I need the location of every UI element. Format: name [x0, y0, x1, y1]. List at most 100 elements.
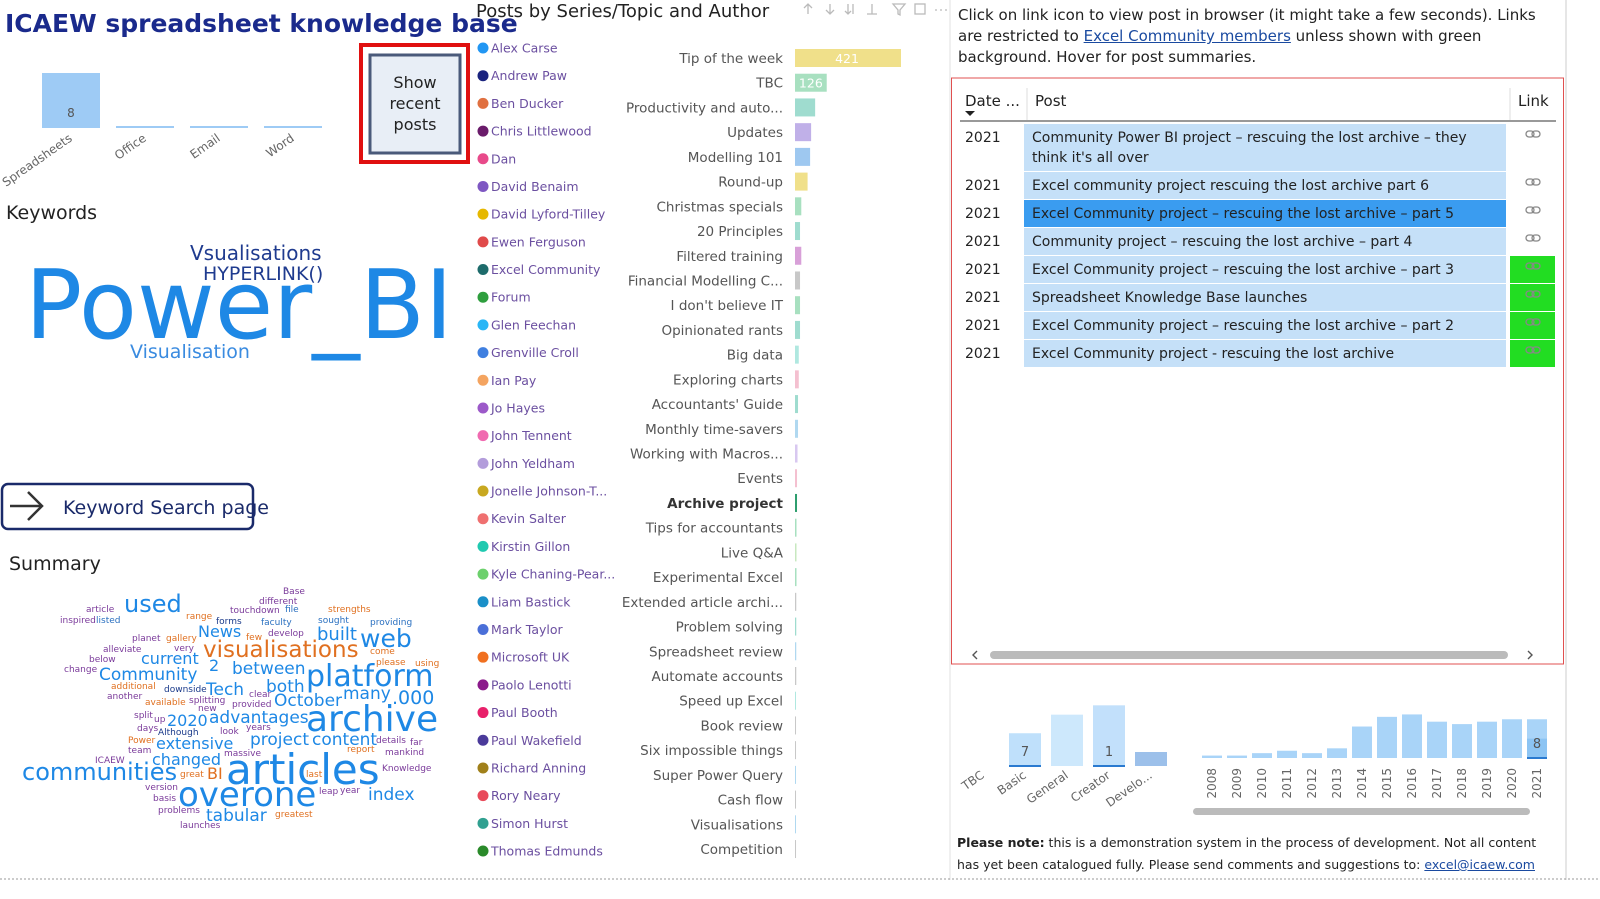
legend-label[interactable]: Thomas Edmunds	[490, 844, 603, 859]
post-cell[interactable]: Excel Community project – rescuing the l…	[1024, 256, 1506, 283]
table-row[interactable]: 2021 Spreadsheet Knowledge Base launches	[958, 284, 1558, 311]
column-header[interactable]: Link	[1518, 92, 1549, 110]
y-tick-label[interactable]: I don't believe IT	[671, 298, 784, 314]
bar[interactable]	[795, 296, 801, 315]
bar[interactable]	[795, 395, 799, 414]
scrollbar[interactable]	[1193, 808, 1530, 815]
legend-label[interactable]: Paul Wakefield	[491, 733, 582, 748]
y-tick-label[interactable]: Christmas specials	[657, 199, 784, 215]
legend-label[interactable]: Rory Neary	[491, 788, 561, 803]
bar[interactable]	[795, 840, 797, 859]
legend-label[interactable]: Jonelle Johnson-T...	[490, 484, 607, 499]
scrollbar[interactable]	[990, 651, 1508, 659]
bar[interactable]	[795, 49, 901, 67]
link-cell[interactable]	[1510, 284, 1555, 311]
bar[interactable]	[795, 222, 801, 241]
legend-label[interactable]: Paul Booth	[491, 705, 558, 720]
legend-label[interactable]: Ian Pay	[491, 373, 537, 388]
legend-label[interactable]: Glen Feechan	[491, 317, 576, 332]
link-icon[interactable]	[1524, 289, 1541, 299]
legend-label[interactable]: Liam Bastick	[491, 594, 571, 609]
bar[interactable]	[795, 73, 827, 92]
y-tick-label[interactable]: TBC	[755, 76, 783, 92]
legend-label[interactable]: Chris Littlewood	[491, 124, 592, 139]
y-tick-label[interactable]: Six impossible things	[640, 743, 783, 759]
y-tick-label[interactable]: Archive project	[667, 496, 783, 512]
link-cell[interactable]	[1510, 340, 1555, 367]
keyword-search-label[interactable]: Keyword Search page	[63, 497, 269, 519]
y-tick-label[interactable]: Updates	[727, 125, 783, 141]
legend-label[interactable]: David Benaim	[491, 179, 579, 194]
y-tick-label[interactable]: Experimental Excel	[653, 570, 783, 586]
link-cell[interactable]	[1510, 200, 1555, 227]
y-tick-label[interactable]: Competition	[700, 842, 783, 858]
bar[interactable]	[795, 592, 797, 611]
post-cell[interactable]: Excel community project rescuing the los…	[1024, 172, 1506, 199]
bar[interactable]	[795, 444, 798, 463]
bar[interactable]	[795, 642, 797, 661]
y-tick-label[interactable]: Modelling 101	[688, 150, 783, 166]
post-cell[interactable]: Excel Community project – rescuing the l…	[1024, 200, 1506, 227]
table-row[interactable]: 2021 Community Power BI project – rescuin…	[958, 124, 1558, 171]
legend-label[interactable]: David Lyford-Tilley	[491, 207, 606, 222]
scroll-left[interactable]	[972, 650, 978, 660]
bar[interactable]	[795, 123, 812, 142]
legend-label[interactable]: Andrew Paw	[491, 68, 567, 83]
bar[interactable]	[795, 518, 797, 537]
table-row[interactable]: 2021 Excel Community project – rescuing t…	[958, 200, 1558, 227]
keyword-search-button[interactable]	[0, 482, 255, 531]
legend-label[interactable]: Paolo Lenotti	[491, 677, 572, 692]
y-tick-label[interactable]: Big data	[727, 348, 783, 364]
y-tick-label[interactable]: Working with Macros...	[630, 447, 783, 463]
y-tick-label[interactable]: Opinionated rants	[661, 323, 783, 339]
y-tick-label[interactable]: Filtered training	[676, 249, 783, 265]
bar[interactable]	[795, 98, 816, 117]
bar[interactable]	[795, 246, 802, 265]
legend-label[interactable]: Jo Hayes	[490, 400, 545, 415]
recent-posts-button[interactable]: Show recent posts	[389, 73, 441, 134]
y-tick-label[interactable]: Monthly time-savers	[645, 422, 783, 438]
link-cell[interactable]	[1510, 172, 1555, 199]
link-icon[interactable]	[1524, 345, 1541, 355]
link-icon[interactable]	[1524, 177, 1541, 187]
y-tick-label[interactable]: Book review	[700, 718, 783, 734]
link-icon[interactable]	[1524, 129, 1541, 139]
link-icon[interactable]	[1524, 233, 1541, 243]
bar[interactable]	[795, 271, 801, 290]
table-row[interactable]: 2021 Excel community project rescuing the…	[958, 172, 1558, 199]
post-cell[interactable]: Spreadsheet Knowledge Base launches	[1024, 284, 1506, 311]
legend-label[interactable]: Excel Community	[491, 262, 601, 277]
y-tick-label[interactable]: Automate accounts	[652, 669, 783, 685]
legend-label[interactable]: Kevin Salter	[491, 511, 567, 526]
bar[interactable]	[795, 147, 811, 166]
bar[interactable]	[795, 765, 797, 784]
bar[interactable]	[795, 172, 808, 191]
table-row[interactable]: 2021 Excel Community project - rescuing t…	[958, 340, 1558, 367]
bar[interactable]	[795, 370, 799, 389]
post-cell[interactable]: Excel Community project – rescuing the l…	[1024, 312, 1506, 339]
y-tick-label[interactable]: Visualisations	[691, 817, 783, 833]
legend-label[interactable]: Ben Ducker	[491, 96, 564, 111]
y-tick-label[interactable]: Speed up Excel	[679, 694, 783, 710]
legend-label[interactable]: Grenville Croll	[491, 345, 579, 360]
link-icon[interactable]	[1524, 205, 1541, 215]
y-tick-label[interactable]: Events	[737, 471, 783, 487]
y-tick-label[interactable]: Cash flow	[718, 793, 783, 809]
y-tick-label[interactable]: Problem solving	[676, 620, 783, 636]
y-tick-label[interactable]: Live Q&A	[721, 545, 784, 561]
bar[interactable]	[795, 345, 799, 364]
legend-label[interactable]: Kirstin Gillon	[491, 539, 570, 554]
bar[interactable]	[795, 716, 797, 735]
bar[interactable]	[795, 493, 798, 512]
y-tick-label[interactable]: Financial Modelling C...	[628, 273, 783, 289]
scroll-right[interactable]	[1527, 650, 1533, 660]
legend-label[interactable]: Dan	[491, 151, 516, 166]
y-tick-label[interactable]: 20 Principles	[697, 224, 783, 240]
email-link[interactable]: excel@icaew.com	[1424, 857, 1535, 872]
y-tick-label[interactable]: Extended article archi...	[622, 595, 783, 611]
y-tick-label[interactable]: Productivity and auto...	[626, 100, 783, 116]
legend-label[interactable]: Simon Hurst	[491, 816, 568, 831]
y-tick-label[interactable]: Spreadsheet review	[649, 644, 783, 660]
bar[interactable]	[795, 815, 797, 834]
link-icon[interactable]	[1524, 317, 1541, 327]
